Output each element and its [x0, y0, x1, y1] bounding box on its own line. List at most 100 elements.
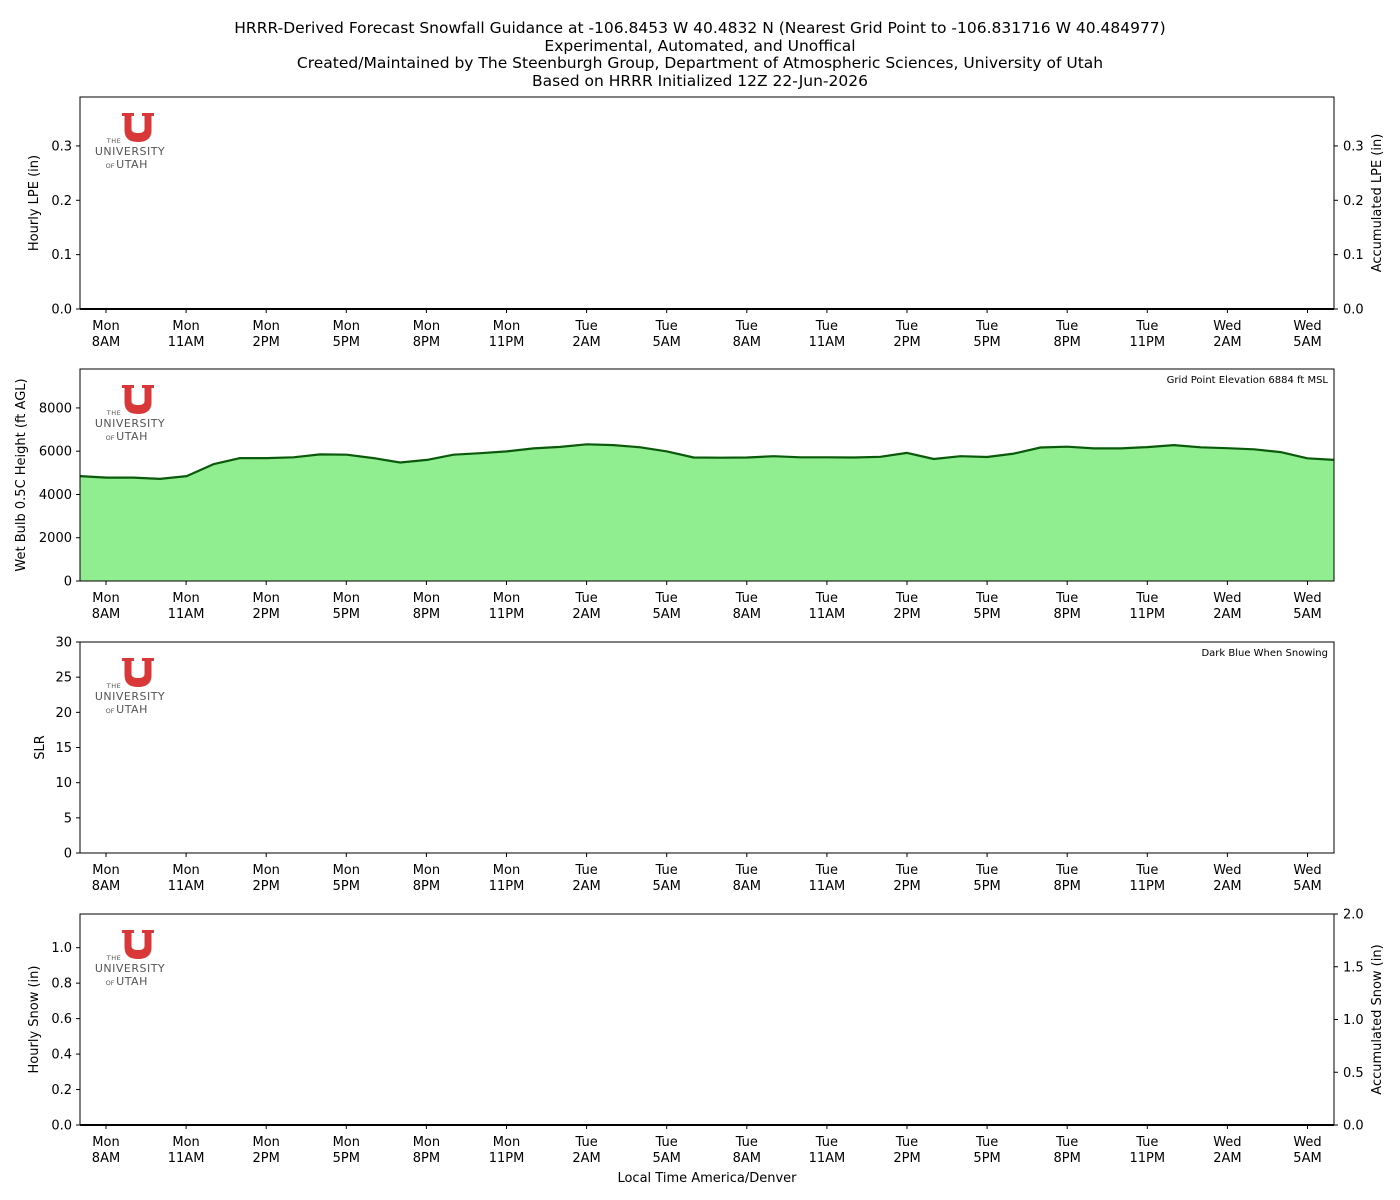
x-tick-day-label: Tue	[975, 319, 998, 334]
utah-u-icon	[122, 113, 154, 142]
x-tick-time-label: 5PM	[973, 335, 1000, 350]
x-tick-time-label: 5AM	[1293, 607, 1321, 622]
x-tick-day-label: Wed	[1213, 591, 1241, 606]
y-tick-label: 2000	[39, 531, 72, 546]
title-line-1: HRRR-Derived Forecast Snowfall Guidance …	[234, 19, 1166, 37]
y-tick-label: 0.1	[51, 248, 72, 263]
y-right-tick-label: 0.0	[1343, 303, 1364, 318]
x-tick-time-label: 11PM	[489, 879, 525, 894]
x-tick-time-label: 2PM	[253, 607, 280, 622]
x-tick-time-label: 11AM	[809, 607, 846, 622]
logo-text-of: OF	[106, 979, 115, 987]
y-tick-label: 4000	[39, 488, 72, 503]
y-tick-label: 0.2	[51, 194, 72, 209]
x-tick-day-label: Tue	[815, 591, 838, 606]
x-tick-day-label: Tue	[655, 863, 678, 878]
x-tick-time-label: 5PM	[973, 1151, 1000, 1166]
x-tick-time-label: 11AM	[809, 335, 846, 350]
x-tick-time-label: 5PM	[973, 607, 1000, 622]
logo-text-utah: UTAH	[116, 703, 148, 716]
x-tick-day-label: Tue	[1135, 863, 1158, 878]
y-tick-label: 10	[55, 776, 72, 791]
logo-text-utah: UTAH	[116, 975, 148, 988]
x-tick-day-label: Tue	[895, 1135, 918, 1150]
x-tick-time-label: 11PM	[1129, 1151, 1165, 1166]
x-tick-day-label: Wed	[1213, 863, 1241, 878]
x-tick-day-label: Mon	[252, 1135, 279, 1150]
x-tick-day-label: Tue	[574, 863, 597, 878]
logo-text-of: OF	[106, 707, 115, 715]
x-tick-day-label: Tue	[1135, 591, 1158, 606]
x-tick-day-label: Mon	[252, 319, 279, 334]
x-tick-day-label: Mon	[413, 591, 440, 606]
utah-u-icon	[122, 658, 154, 687]
logo-text-the: THE	[106, 682, 121, 690]
x-tick-time-label: 2PM	[253, 1151, 280, 1166]
x-tick-day-label: Tue	[1135, 319, 1158, 334]
x-tick-day-label: Mon	[252, 591, 279, 606]
x-tick-day-label: Wed	[1213, 1135, 1241, 1150]
x-tick-day-label: Tue	[1055, 863, 1078, 878]
x-tick-day-label: Tue	[815, 319, 838, 334]
wet-bulb-height-area	[80, 444, 1334, 581]
x-tick-day-label: Mon	[413, 863, 440, 878]
x-tick-day-label: Mon	[333, 319, 360, 334]
x-tick-day-label: Tue	[574, 1135, 597, 1150]
x-tick-time-label: 11AM	[809, 1151, 846, 1166]
x-tick-day-label: Mon	[92, 863, 119, 878]
x-tick-day-label: Wed	[1293, 1135, 1321, 1150]
x-tick-day-label: Mon	[493, 319, 520, 334]
wet-bulb-height-line	[79, 443, 1335, 480]
y-tick-label: 0.8	[51, 977, 72, 992]
y-right-axis-label: Accumulated Snow (in)	[1370, 944, 1385, 1094]
x-tick-time-label: 5AM	[653, 335, 681, 350]
y-right-tick-label: 2.0	[1343, 908, 1364, 923]
x-tick-time-label: 5PM	[333, 607, 360, 622]
logo-text-the: THE	[106, 954, 121, 962]
x-tick-time-label: 11PM	[489, 607, 525, 622]
x-tick-day-label: Wed	[1293, 319, 1321, 334]
x-tick-time-label: 5AM	[1293, 335, 1321, 350]
x-tick-day-label: Tue	[735, 863, 758, 878]
y-right-tick-label: 0.3	[1343, 139, 1364, 154]
y-right-tick-label: 0.0	[1343, 1119, 1364, 1134]
x-tick-time-label: 2PM	[253, 335, 280, 350]
y-right-tick-label: 0.2	[1343, 194, 1364, 209]
logo-text-university: UNIVERSITY	[95, 417, 165, 430]
y-tick-label: 6000	[39, 445, 72, 460]
x-tick-time-label: 2AM	[572, 335, 600, 350]
title-line-4: Based on HRRR Initialized 12Z 22-Jun-202…	[532, 71, 868, 90]
y-tick-label: 0.6	[51, 1012, 72, 1027]
x-tick-day-label: Tue	[1055, 591, 1078, 606]
x-tick-day-label: Mon	[493, 591, 520, 606]
y-right-tick-label: 1.0	[1343, 1013, 1364, 1028]
x-tick-day-label: Mon	[172, 1135, 199, 1150]
chart-title: HRRR-Derived Forecast Snowfall Guidance …	[0, 19, 1400, 90]
panel-annotation: Dark Blue When Snowing	[1201, 648, 1328, 659]
y-tick-label: 25	[55, 671, 72, 686]
y-tick-label: 0.4	[51, 1048, 72, 1063]
y-right-axis-label: Accumulated LPE (in)	[1370, 134, 1385, 273]
x-tick-day-label: Mon	[92, 591, 119, 606]
x-tick-time-label: 11PM	[1129, 879, 1165, 894]
y-axis-label: SLR	[33, 735, 48, 760]
y-right-tick-label: 0.1	[1343, 248, 1364, 263]
x-tick-day-label: Mon	[333, 591, 360, 606]
x-tick-time-label: 5PM	[973, 879, 1000, 894]
x-tick-time-label: 8AM	[92, 335, 120, 350]
y-tick-label: 1.0	[51, 941, 72, 956]
title-line-3: Created/Maintained by The Steenburgh Gro…	[296, 54, 1104, 72]
x-tick-day-label: Mon	[172, 591, 199, 606]
x-tick-day-label: Mon	[92, 319, 119, 334]
logo-text-of: OF	[106, 162, 115, 170]
x-tick-time-label: 11PM	[1129, 335, 1165, 350]
x-tick-day-label: Mon	[333, 863, 360, 878]
x-tick-day-label: Tue	[655, 591, 678, 606]
x-tick-time-label: 8PM	[1054, 607, 1081, 622]
y-tick-label: 0.2	[51, 1083, 72, 1098]
plot-frame	[79, 96, 1335, 310]
x-tick-time-label: 8PM	[1054, 335, 1081, 350]
x-tick-day-label: Tue	[735, 319, 758, 334]
